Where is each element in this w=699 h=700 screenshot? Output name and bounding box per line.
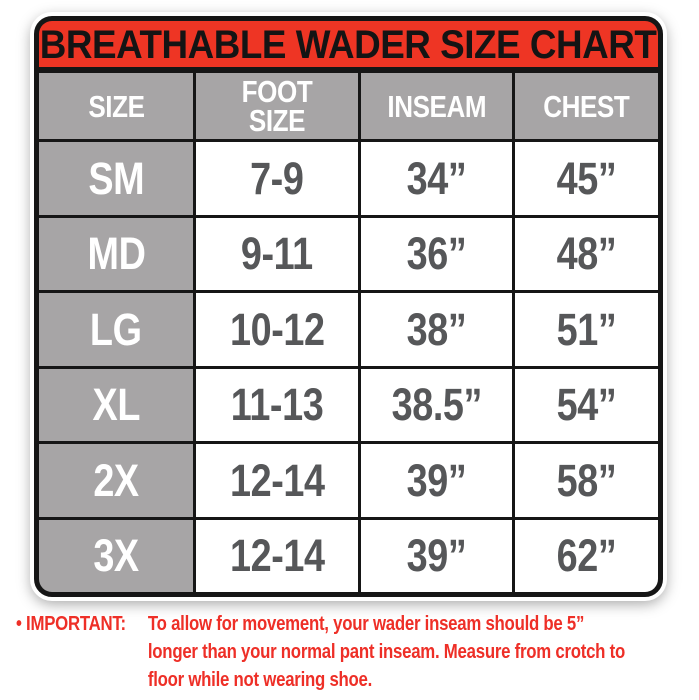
size-cell-sm: SM — [39, 142, 194, 215]
column-header-inseam: INSEAM — [361, 73, 512, 139]
foot-size-cell-3x: 12-14 — [196, 519, 359, 592]
foot-size-cell-lg: 10-12 — [196, 293, 359, 366]
chest-cell-2x: 58” — [514, 444, 658, 517]
column-header-chest: CHEST — [514, 73, 658, 139]
column-header-foot-size: FOOT SIZE — [196, 73, 359, 139]
chest-cell-md: 48” — [514, 217, 658, 290]
inseam-cell-3x: 39” — [361, 519, 512, 592]
foot-size-cell-md: 9-11 — [196, 217, 359, 290]
size-cell-lg: LG — [39, 293, 194, 366]
size-cell-md: MD — [39, 217, 194, 290]
footnote-line-3: floor while not wearing shoe. — [147, 669, 373, 691]
size-cell-3x: 3X — [39, 519, 194, 592]
size-chart-card: BREATHABLE WADER SIZE CHART SIZE FOOT SI… — [34, 16, 663, 597]
foot-size-cell-xl: 11-13 — [196, 368, 359, 441]
chest-cell-sm: 45” — [514, 142, 658, 215]
footnote-label: • IMPORTANT: — [16, 613, 126, 635]
footnote: • IMPORTANT: To allow for movement, your… — [16, 610, 699, 694]
footnote-line-2: longer than your normal pant inseam. Mea… — [147, 641, 625, 663]
footnote-line-1: To allow for movement, your wader inseam… — [147, 613, 585, 635]
size-table: SIZE FOOT SIZE INSEAM CHEST SM 7-9 34” 4… — [39, 73, 658, 592]
inseam-cell-lg: 38” — [361, 293, 512, 366]
foot-size-cell-sm: 7-9 — [196, 142, 359, 215]
inseam-cell-sm: 34” — [361, 142, 512, 215]
chest-cell-xl: 54” — [514, 368, 658, 441]
size-cell-xl: XL — [39, 368, 194, 441]
column-header-size: SIZE — [39, 73, 194, 139]
banner-divider — [39, 67, 658, 73]
chart-title: BREATHABLE WADER SIZE CHART — [40, 22, 657, 67]
chest-cell-lg: 51” — [514, 293, 658, 366]
inseam-cell-xl: 38.5” — [361, 368, 512, 441]
foot-size-cell-2x: 12-14 — [196, 444, 359, 517]
inseam-cell-2x: 39” — [361, 444, 512, 517]
size-cell-2x: 2X — [39, 444, 194, 517]
chart-title-banner: BREATHABLE WADER SIZE CHART — [39, 21, 658, 67]
chest-cell-3x: 62” — [514, 519, 658, 592]
inseam-cell-md: 36” — [361, 217, 512, 290]
